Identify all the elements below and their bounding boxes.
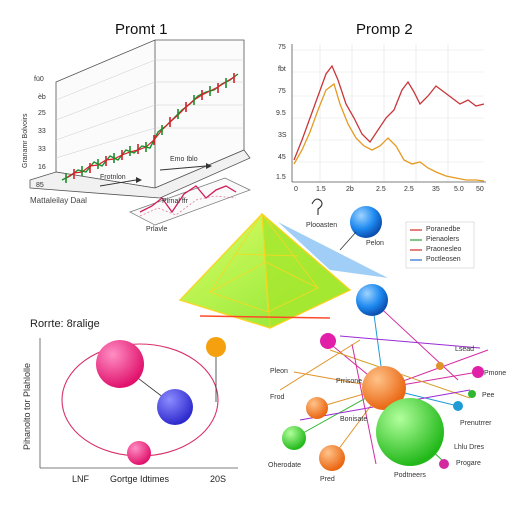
p2-xtick: 5.0: [454, 186, 464, 193]
bl-xtick: Gortge Idtimes: [110, 474, 170, 484]
p1-annotation: Pirnal ffr: [162, 198, 188, 205]
p1-ytick: 33: [38, 146, 46, 153]
network-label: Pmone: [484, 370, 507, 377]
series-red: [293, 64, 485, 161]
p2-ytick: 45: [278, 154, 286, 161]
chart-bubble-bl: [39, 337, 238, 469]
p1-ytick: 25: [38, 110, 46, 117]
p2-ytick: fbt: [278, 66, 286, 73]
p1-xlabel: Mattaleilay Daal: [30, 196, 87, 205]
p1-annotation: Emo Iblo: [170, 156, 198, 163]
network-label: Pee: [482, 392, 495, 399]
p2-xtick: 35: [432, 186, 440, 193]
legend-entry: Poctleosen: [426, 256, 461, 263]
p1-ytick: 16: [38, 164, 46, 171]
network-label: Lhlu Dres: [454, 444, 484, 451]
legend-box: [405, 221, 475, 269]
legend-entry: Poranedbe: [426, 226, 461, 233]
p2-xtick: 2b: [346, 186, 354, 193]
network-label: Progare: [456, 460, 481, 467]
network-label: Oherodate: [268, 462, 302, 469]
p1-ytick: fü0: [34, 76, 44, 83]
p1-ytick: 85: [36, 182, 44, 189]
p1-ylabel: Granamr Bolvoirs: [22, 113, 29, 168]
candlestick-series: [65, 73, 235, 183]
network-label: Prrisone: [336, 378, 363, 385]
legend-entry: Praonesleo: [426, 246, 462, 253]
p2-ytick: 75: [278, 44, 286, 51]
chart-3d-stock: [29, 39, 251, 199]
p2-ytick: 1.5: [276, 174, 286, 181]
title-bottom-left: Rorrte: 8ralige: [30, 318, 100, 330]
chart-mini-wave: [99, 163, 251, 226]
p1-annotation: Prlavle: [146, 226, 168, 233]
bl-xtick: LNF: [72, 474, 90, 484]
p2-ytick: 75: [278, 88, 286, 95]
pyramid-label: Plooasten: [306, 222, 338, 229]
bl-ylabel: Pihanolto tor Plahlolle: [22, 362, 32, 450]
legend-entry: Pienaolers: [426, 236, 460, 243]
network-label: Bonisate: [340, 416, 368, 423]
title-prompt2: Promp 2: [356, 21, 413, 38]
pyramid-label: Pelon: [366, 240, 384, 247]
p2-xtick: 2.5: [404, 186, 414, 193]
p1-ytick: 33: [38, 128, 46, 135]
p2-xtick: 2.5: [376, 186, 386, 193]
p1-annotation: Frotnlon: [100, 174, 126, 181]
title-prompt1: Promt 1: [115, 21, 168, 38]
network-graph: [279, 284, 489, 471]
chart-line-prompt2: [291, 44, 486, 183]
p1-ytick: èb: [38, 94, 46, 101]
pyramid-diagram: [178, 198, 388, 329]
p2-xtick: 50: [476, 186, 484, 193]
bl-xtick: 20S: [210, 474, 227, 484]
p2-xtick: 1.5: [316, 186, 326, 193]
network-label: Pleon: [270, 368, 288, 375]
p2-xtick: 0: [294, 186, 298, 193]
network-label: Lsead: [455, 346, 475, 353]
network-label: Prenutrrer: [460, 420, 492, 427]
p2-ytick: 3S: [278, 132, 287, 139]
network-label: Pred: [320, 476, 335, 483]
network-label: Frod: [270, 394, 285, 401]
series-orange: [293, 82, 485, 182]
network-label: Podtneers: [394, 472, 426, 479]
p2-ytick: 9.5: [276, 110, 286, 117]
